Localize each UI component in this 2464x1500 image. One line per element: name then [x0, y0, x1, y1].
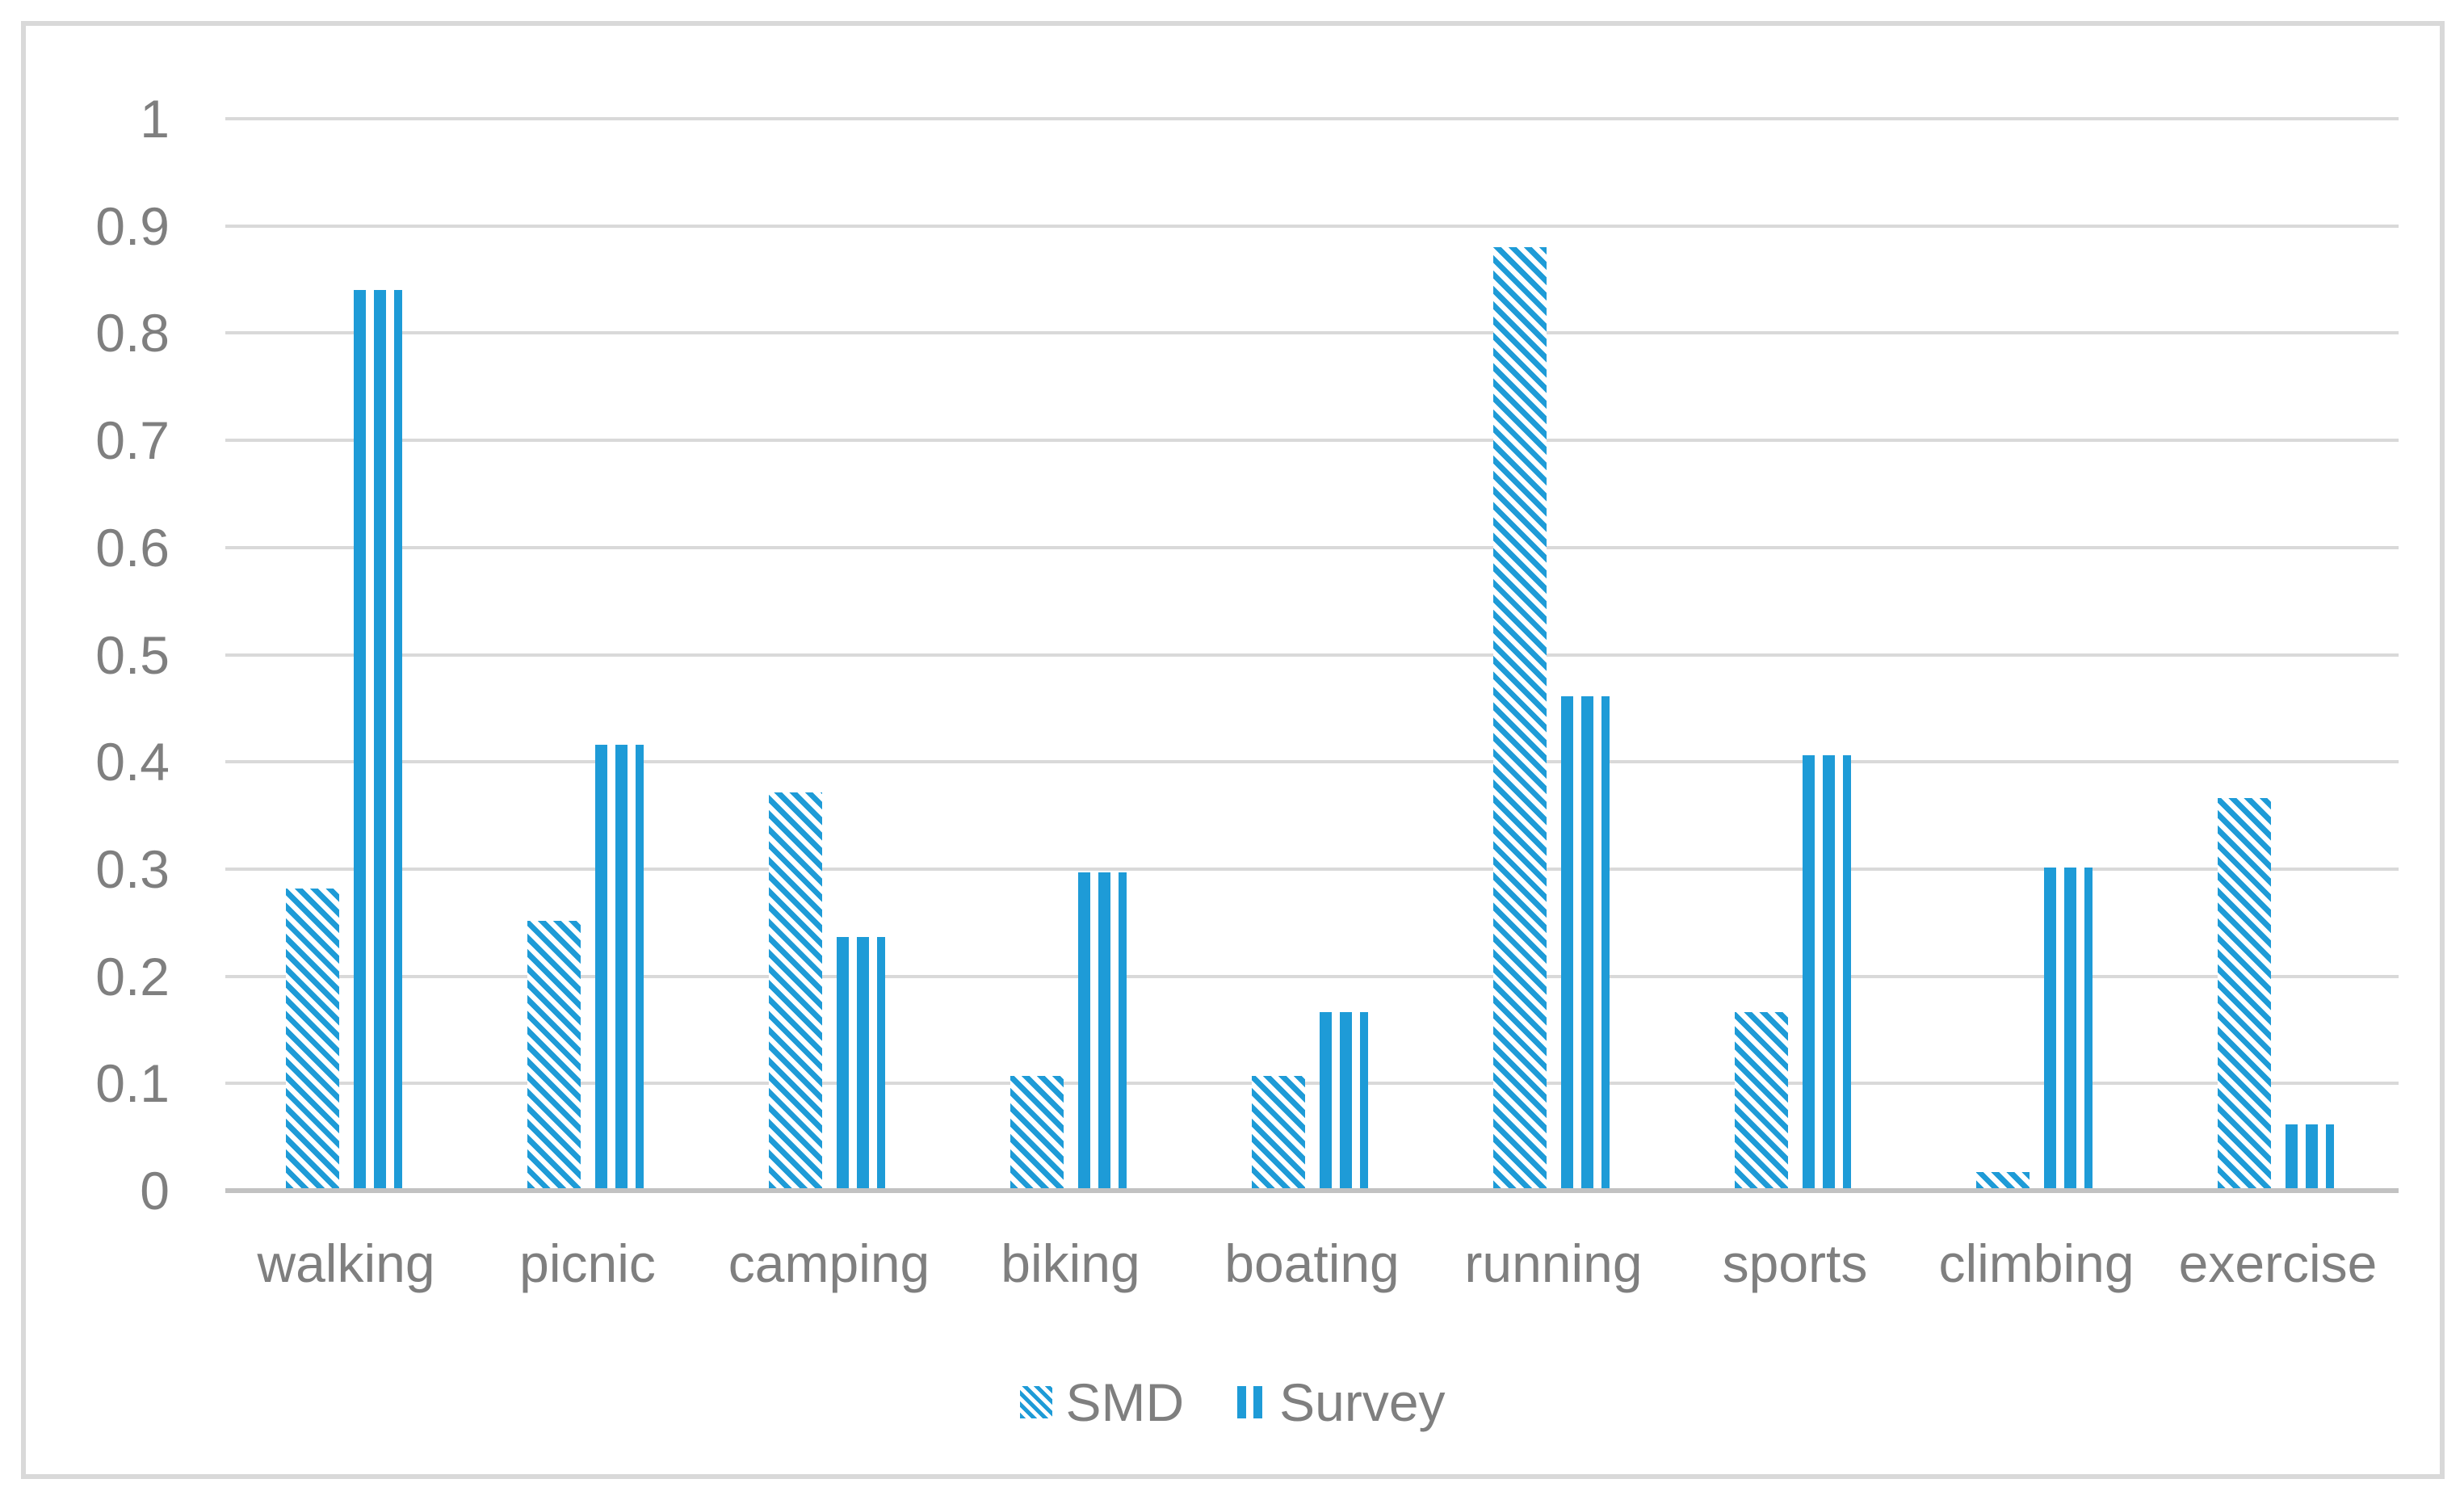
diagonal-hatch-swatch: [1020, 1386, 1053, 1418]
y-axis-tick-label: 0.7: [95, 410, 170, 471]
gridline: [225, 1082, 2399, 1086]
x-axis-line: [225, 1188, 2399, 1193]
bar-smd-boating: [1251, 1075, 1305, 1188]
y-axis-tick-label: 0.9: [95, 195, 170, 256]
bar-survey-running: [1560, 695, 1610, 1188]
x-axis-label-sports: sports: [1722, 1233, 1868, 1293]
bar-group-boating: [1251, 119, 1368, 1188]
vertical-stripe-swatch: [1234, 1386, 1267, 1418]
gridline: [225, 545, 2399, 549]
gridline: [225, 331, 2399, 335]
gridline: [225, 117, 2399, 120]
x-axis-label-camping: camping: [728, 1233, 930, 1293]
bar-group-climbing: [1975, 119, 2093, 1188]
legend-item-smd: SMD: [1020, 1372, 1184, 1433]
y-axis-tick-label: 1: [140, 89, 170, 149]
y-axis-tick-label: 0.3: [95, 838, 170, 899]
plot-area: [225, 117, 2399, 1193]
bar-group-camping: [768, 119, 885, 1188]
bar-survey-walking: [353, 289, 402, 1188]
y-axis-tick-label: 0.5: [95, 624, 170, 685]
x-axis-label-climbing: climbing: [1938, 1233, 2134, 1293]
bar-survey-camping: [836, 936, 885, 1188]
bar-survey-climbing: [2043, 867, 2093, 1188]
bars-layer: [225, 119, 2399, 1188]
x-axis-label-walking: walking: [257, 1233, 435, 1293]
bar-smd-picnic: [527, 921, 581, 1188]
bar-survey-boating: [1319, 1011, 1368, 1188]
bar-group-biking: [1010, 119, 1127, 1188]
gridline: [225, 974, 2399, 978]
bar-survey-sports: [1802, 754, 1851, 1188]
x-axis-label-biking: biking: [1001, 1233, 1140, 1293]
legend-label-survey: Survey: [1279, 1372, 1446, 1432]
gridline: [225, 439, 2399, 443]
bar-group-picnic: [527, 119, 644, 1188]
legend-item-survey: Survey: [1234, 1372, 1446, 1433]
legend-label-smd: SMD: [1065, 1372, 1185, 1432]
y-axis-tick-label: 0.6: [95, 517, 170, 578]
bar-smd-biking: [1010, 1075, 1064, 1188]
x-axis-label-picnic: picnic: [519, 1233, 656, 1293]
x-axis-label-running: running: [1464, 1233, 1643, 1293]
bar-group-exercise: [2217, 119, 2334, 1188]
bar-group-walking: [285, 119, 402, 1188]
y-axis-tick-label: 0.1: [95, 1053, 170, 1114]
bar-smd-camping: [768, 792, 822, 1188]
bar-group-sports: [1734, 119, 1851, 1188]
bar-smd-walking: [285, 889, 339, 1188]
bar-survey-biking: [1077, 872, 1127, 1188]
bar-survey-picnic: [594, 744, 644, 1188]
y-axis-tick-label: 0.2: [95, 946, 170, 1006]
chart-frame: 1 0.9 0.8 0.7 0.6 0.5 0.4 0.3 0.2 0.1 0 walking pic…: [21, 21, 2445, 1479]
x-axis-label-exercise: exercise: [2178, 1233, 2378, 1293]
gridline: [225, 224, 2399, 228]
bar-smd-climbing: [1975, 1172, 2030, 1188]
bar-smd-exercise: [2217, 797, 2271, 1188]
bar-survey-exercise: [2285, 1124, 2334, 1188]
bar-smd-sports: [1734, 1011, 1788, 1188]
legend: SMD Survey: [26, 1368, 2440, 1436]
bar-group-running: [1492, 119, 1610, 1188]
y-axis-tick-label: 0: [140, 1161, 170, 1221]
y-axis-tick-label: 0.4: [95, 732, 170, 792]
gridline: [225, 867, 2399, 871]
x-axis-label-boating: boating: [1224, 1233, 1400, 1293]
bar-smd-running: [1492, 246, 1547, 1188]
gridline: [225, 760, 2399, 764]
gridline: [225, 653, 2399, 657]
y-axis-tick-label: 0.8: [95, 303, 170, 363]
